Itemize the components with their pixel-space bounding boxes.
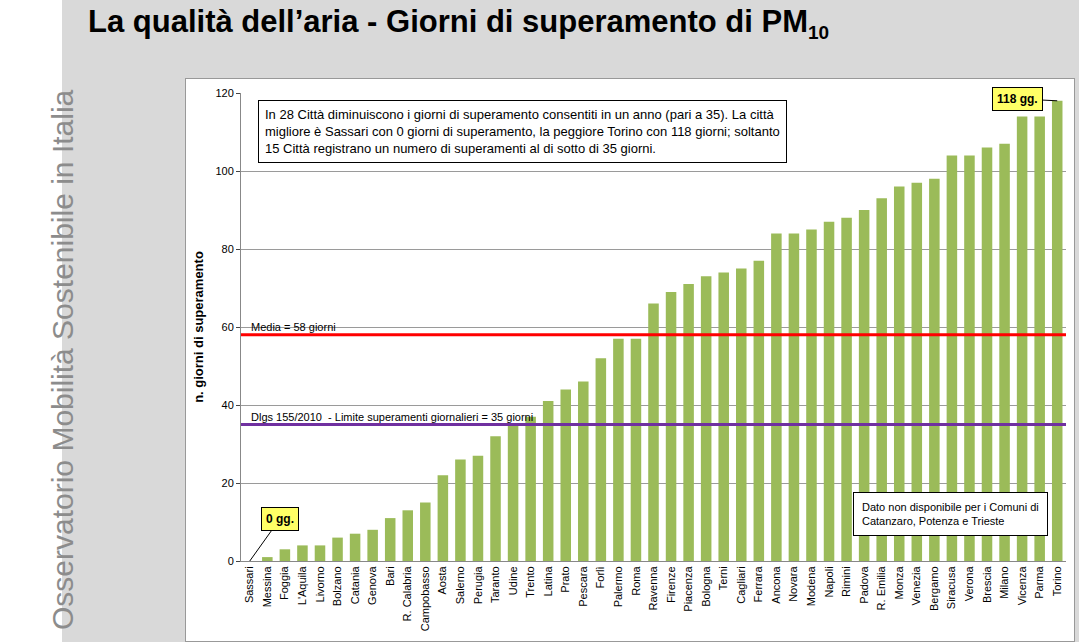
svg-text:20: 20	[222, 477, 234, 489]
svg-text:Torino: Torino	[1051, 566, 1063, 596]
svg-text:Taranto: Taranto	[489, 566, 501, 603]
svg-text:Monza: Monza	[893, 566, 905, 600]
svg-text:Aosta: Aosta	[436, 566, 448, 595]
svg-text:Firenze: Firenze	[665, 566, 677, 603]
svg-text:Bergamo: Bergamo	[928, 566, 940, 611]
svg-text:Genova: Genova	[366, 566, 378, 605]
svg-text:Siracusa: Siracusa	[945, 566, 957, 610]
svg-text:Novara: Novara	[788, 566, 800, 602]
svg-text:R. Calabria: R. Calabria	[401, 566, 413, 622]
svg-text:In 28 Città diminuiscono i gio: In 28 Città diminuiscono i giorni di sup…	[265, 107, 780, 156]
svg-text:Salerno: Salerno	[454, 566, 466, 604]
svg-text:Perugia: Perugia	[472, 566, 484, 605]
svg-text:Forlì: Forlì	[594, 566, 606, 588]
svg-text:Modena: Modena	[805, 566, 817, 607]
svg-text:Catania: Catania	[349, 566, 361, 605]
svg-text:Bari: Bari	[384, 566, 396, 586]
svg-text:Prato: Prato	[559, 566, 571, 592]
svg-text:Rimini: Rimini	[840, 566, 852, 597]
svg-text:0 gg.: 0 gg.	[266, 512, 294, 526]
svg-text:Trento: Trento	[524, 566, 536, 597]
svg-text:40: 40	[222, 399, 234, 411]
svg-text:Foggia: Foggia	[278, 566, 290, 601]
svg-text:Latina: Latina	[542, 566, 554, 597]
svg-text:Piacenza: Piacenza	[682, 566, 694, 612]
svg-text:Media = 58 giorni: Media = 58 giorni	[251, 321, 336, 333]
svg-text:Messina: Messina	[261, 566, 273, 608]
svg-text:Verona: Verona	[963, 566, 975, 602]
svg-text:Venezia: Venezia	[910, 566, 922, 606]
svg-text:Dlgs 155/2010 - Limite supera: Dlgs 155/2010 - Limite superamenti giorn…	[251, 411, 533, 423]
svg-text:Pescara: Pescara	[577, 566, 589, 607]
svg-text:Cagliari: Cagliari	[735, 566, 747, 603]
svg-text:Terni: Terni	[717, 566, 729, 590]
svg-text:120: 120	[215, 87, 233, 99]
svg-text:80: 80	[222, 243, 234, 255]
svg-text:Milano: Milano	[998, 566, 1010, 598]
svg-text:Dato non disponibile per i Com: Dato non disponibile per i Comuni diCata…	[862, 501, 1039, 527]
svg-text:Udine: Udine	[507, 566, 519, 595]
svg-text:Bolzano: Bolzano	[331, 566, 343, 606]
svg-text:Roma: Roma	[630, 566, 642, 596]
svg-text:60: 60	[222, 321, 234, 333]
svg-text:Napoli: Napoli	[823, 566, 835, 597]
svg-text:L'Aquila: L'Aquila	[296, 566, 308, 606]
svg-text:Vicenza: Vicenza	[1016, 566, 1028, 606]
svg-text:Sassari: Sassari	[243, 566, 255, 603]
svg-text:Palermo: Palermo	[612, 566, 624, 607]
svg-text:Livorno: Livorno	[314, 566, 326, 602]
svg-text:Campobasso: Campobasso	[419, 566, 431, 631]
svg-text:118 gg.: 118 gg.	[997, 92, 1038, 106]
svg-text:100: 100	[215, 165, 233, 177]
svg-text:Ancona: Ancona	[770, 566, 782, 604]
svg-text:n. giorni di superamento: n. giorni di superamento	[191, 251, 206, 403]
svg-text:Ferrara: Ferrara	[752, 566, 764, 603]
svg-text:Brescia: Brescia	[981, 566, 993, 604]
svg-text:Ravenna: Ravenna	[647, 566, 659, 611]
svg-text:Parma: Parma	[1033, 566, 1045, 599]
svg-text:Bologna: Bologna	[700, 566, 712, 607]
svg-text:Padova: Padova	[858, 566, 870, 604]
svg-text:0: 0	[228, 555, 234, 567]
svg-text:R. Emilia: R. Emilia	[875, 566, 887, 611]
